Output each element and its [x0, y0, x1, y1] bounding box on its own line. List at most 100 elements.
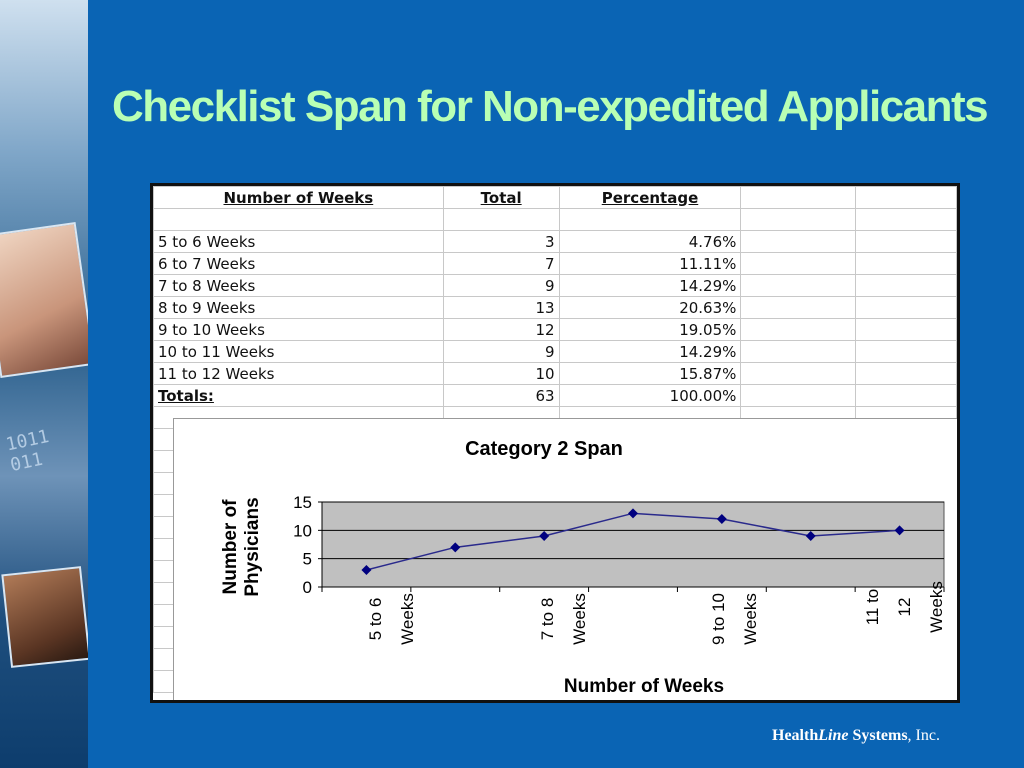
empty-cell: [855, 318, 957, 341]
table-header-row: Number of Weeks Total Percentage: [153, 186, 957, 209]
total-cell: 7: [442, 252, 560, 275]
table-row: 11 to 12 Weeks 10 15.87%: [153, 362, 957, 385]
empty-cell: [740, 340, 857, 363]
table-row: 8 to 9 Weeks 13 20.63%: [153, 296, 957, 319]
weeks-cell: 8 to 9 Weeks: [153, 296, 444, 319]
total-cell: 9: [442, 274, 560, 297]
empty-cell: [855, 186, 957, 209]
data-point: [539, 531, 550, 541]
percentage-cell: 14.29%: [558, 340, 742, 363]
empty-cell: [855, 340, 957, 363]
header-weeks: Number of Weeks: [153, 186, 444, 209]
x-tick-label-line: 7 to 8: [538, 598, 557, 641]
totals-row: Totals: 63 100.00%: [153, 384, 957, 407]
x-tick-label-line: Weeks: [398, 593, 417, 645]
table-blank-row: [153, 208, 957, 231]
percentage-cell: 19.05%: [558, 318, 742, 341]
y-axis-title-line: Physicians: [242, 497, 263, 596]
x-tick-label-line: 5 to 6: [366, 598, 385, 641]
x-tick-label: 5 to 6 Weeks: [366, 593, 417, 645]
table-row: 5 to 6 Weeks 3 4.76%: [153, 230, 957, 253]
empty-cell: [153, 208, 444, 231]
empty-cell: [558, 208, 742, 231]
x-tick-label-line: 12: [895, 598, 914, 617]
empty-cell: [855, 296, 957, 319]
x-tick-label-line: Weeks: [741, 593, 760, 645]
x-axis-title: Number of Weeks: [564, 676, 724, 697]
data-point: [894, 525, 905, 536]
empty-cell: [855, 384, 957, 407]
category-2-span-chart: 0 5 10 15 Category 2 Span Number of Weeks Numb…: [173, 418, 957, 700]
x-tick-label-line: 9 to 10: [709, 593, 728, 645]
brand-systems: Systems: [848, 727, 908, 744]
header-total: Total: [442, 186, 560, 209]
binary-digits-graphic: 1011 011: [4, 425, 51, 477]
y-tick-label: 10: [293, 521, 312, 540]
brand-suffix: , Inc.: [907, 727, 940, 744]
weeks-cell: 6 to 7 Weeks: [153, 252, 444, 275]
empty-cell: [855, 208, 957, 231]
chart-title: Category 2 Span: [465, 438, 623, 460]
empty-cell: [740, 252, 857, 275]
man-portrait-photo: [1, 566, 88, 668]
spreadsheet-frame: Number of Weeks Total Percentage 5 to 6 Wee…: [150, 183, 960, 703]
brand-line: Line: [818, 727, 849, 744]
data-point: [716, 514, 727, 524]
empty-cell: [740, 362, 857, 385]
total-cell: 10: [442, 362, 560, 385]
slide-title: Checklist Span for Non-expedited Applica…: [112, 82, 989, 131]
company-footer: HealthLine Systems, Inc.: [772, 727, 940, 745]
empty-cell: [740, 318, 857, 341]
empty-cell: [855, 230, 957, 253]
weeks-cell: 7 to 8 Weeks: [153, 274, 444, 297]
x-tick-label: 11 to 12 Weeks: [863, 581, 946, 633]
totals-label: Totals:: [153, 384, 444, 407]
data-point: [805, 531, 816, 541]
decorative-side-banner: 1011 011: [0, 0, 88, 768]
empty-cell: [740, 274, 857, 297]
percentage-cell: 15.87%: [558, 362, 742, 385]
weeks-cell: 10 to 11 Weeks: [153, 340, 444, 363]
table-row: 6 to 7 Weeks 7 11.11%: [153, 252, 957, 275]
x-tick-label-line: Weeks: [927, 581, 946, 633]
percentage-cell: 20.63%: [558, 296, 742, 319]
smiling-woman-photo: [0, 222, 88, 378]
x-tick-label-line: 11 to: [863, 589, 882, 626]
y-tick-label: 15: [293, 493, 312, 512]
data-point: [450, 542, 461, 553]
empty-cell: [740, 208, 857, 231]
header-percentage: Percentage: [558, 186, 742, 209]
table-row: 10 to 11 Weeks 9 14.29%: [153, 340, 957, 363]
weeks-cell: 11 to 12 Weeks: [153, 362, 444, 385]
table-row: 7 to 8 Weeks 9 14.29%: [153, 274, 957, 297]
weeks-cell: 9 to 10 Weeks: [153, 318, 444, 341]
x-tick-label-line: Weeks: [570, 593, 589, 645]
y-tick-label: 0: [303, 578, 312, 597]
percentage-cell: 14.29%: [558, 274, 742, 297]
y-axis-title: Number ofPhysicians: [220, 497, 263, 596]
data-point: [628, 508, 638, 519]
spreadsheet-area: Number of Weeks Total Percentage 5 to 6 Wee…: [153, 186, 957, 700]
empty-cell: [740, 186, 857, 209]
table-row: 9 to 10 Weeks 12 19.05%: [153, 318, 957, 341]
total-cell: 13: [442, 296, 560, 319]
empty-cell: [740, 230, 857, 253]
empty-cell: [740, 296, 857, 319]
brand-health: Health: [772, 727, 819, 744]
empty-cell: [855, 362, 957, 385]
y-axis-title-line: Number of: [220, 499, 241, 595]
total-cell: 12: [442, 318, 560, 341]
totals-total: 63: [442, 384, 560, 407]
data-point: [361, 565, 372, 575]
empty-cell: [855, 252, 957, 275]
empty-cell: [442, 208, 560, 231]
total-cell: 9: [442, 340, 560, 363]
totals-percentage: 100.00%: [558, 384, 742, 407]
percentage-cell: 11.11%: [558, 252, 742, 275]
y-tick-label: 5: [303, 550, 312, 569]
percentage-cell: 4.76%: [558, 230, 742, 253]
empty-cell: [855, 274, 957, 297]
x-tick-label: 7 to 8 Weeks: [538, 593, 589, 645]
empty-cell: [740, 384, 857, 407]
x-tick-label: 9 to 10 Weeks: [709, 593, 760, 645]
